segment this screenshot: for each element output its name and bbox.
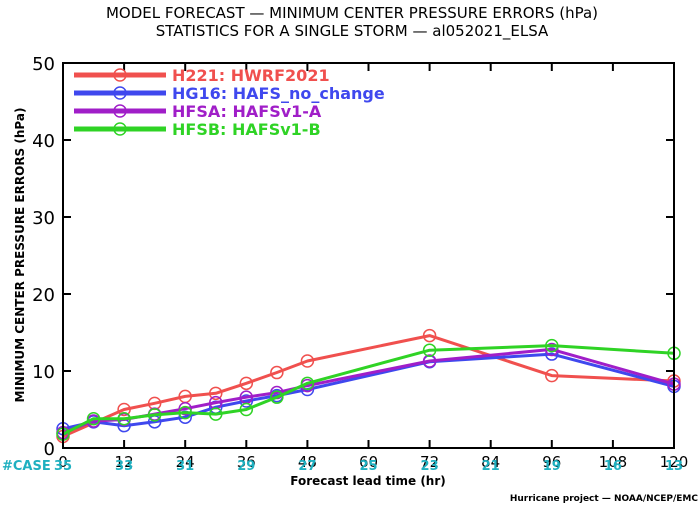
- footer-credit: Hurricane project — NOAA/NCEP/EMC: [510, 494, 699, 504]
- series-point-3: [239, 402, 254, 417]
- case-count: 35: [54, 459, 72, 474]
- y-tick-label: 40: [32, 131, 55, 152]
- series-point-3: [545, 338, 559, 353]
- x-tick-label: 12: [115, 453, 134, 471]
- case-count: 25: [359, 459, 377, 474]
- series-point-3: [209, 407, 223, 421]
- case-count: 19: [543, 459, 561, 474]
- x-tick-label: 120: [660, 453, 689, 471]
- legend-label: HG16: HAFS_no_change: [172, 84, 385, 103]
- series-point-1: [239, 394, 254, 408]
- chart-title-line2: STATISTICS FOR A SINGLE STORM — al052021…: [156, 22, 549, 41]
- x-tick-label: 108: [599, 453, 628, 471]
- series-point-0: [300, 354, 315, 368]
- x-tick-label: 60: [359, 453, 378, 471]
- series-point-0: [117, 402, 131, 417]
- x-tick-label: 36: [237, 453, 256, 471]
- y-tick-label: 10: [32, 362, 55, 383]
- series-point-2: [178, 401, 192, 416]
- case-count: 33: [115, 459, 133, 474]
- series-point-3: [117, 411, 131, 426]
- y-axis-label: MINIMUM CENTER PRESSURE ERRORS (hPa): [13, 108, 27, 403]
- series-point-2: [422, 354, 437, 368]
- y-tick-label: 20: [32, 285, 55, 306]
- y-tick-label: 0: [44, 439, 55, 460]
- x-tick-label: 96: [542, 453, 561, 471]
- chart-title-line1: MODEL FORECAST — MINIMUM CENTER PRESSURE…: [106, 4, 598, 22]
- legend-swatch-marker: [113, 122, 127, 136]
- case-count: 31: [176, 459, 194, 474]
- series-point-0: [239, 376, 254, 391]
- x-tick-label: 84: [481, 453, 500, 471]
- x-tick-label: 72: [420, 453, 439, 471]
- series-point-3: [86, 411, 101, 426]
- legend-label: HFSB: HAFSv1-B: [172, 120, 321, 139]
- plot-frame: [62, 62, 675, 449]
- case-count: 29: [237, 459, 255, 474]
- legend-swatch-marker: [113, 68, 127, 82]
- x-tick-label: 0: [58, 453, 68, 471]
- legend-swatch-marker: [113, 104, 127, 118]
- series-line-3: [62, 344, 675, 436]
- series-point-3: [300, 376, 315, 391]
- case-count: 21: [482, 459, 500, 474]
- series-point-3: [422, 343, 437, 357]
- case-count: 23: [421, 459, 439, 474]
- series-point-3: [178, 405, 192, 420]
- legend-swatch-marker: [113, 86, 127, 100]
- legend-label: HFSA: HAFSv1-A: [172, 102, 322, 121]
- case-count: 27: [298, 459, 316, 474]
- x-axis-label: Forecast lead time (hr): [290, 474, 446, 488]
- series-point-0: [545, 368, 559, 383]
- series-point-0: [422, 328, 437, 343]
- plot-area: 0 10 20 30 40 50 0 12 24 36 48 60 72 84 96 108 120 35 33 31…: [32, 54, 688, 474]
- series-point-3: [270, 390, 284, 404]
- y-tick-label: 50: [32, 54, 55, 75]
- legend-label: H221: HWRF2021: [172, 66, 330, 85]
- y-tick-label: 30: [32, 208, 55, 229]
- series-point-2: [545, 342, 559, 357]
- x-tick-label: 48: [298, 453, 317, 471]
- series-point-0: [209, 386, 223, 401]
- x-tick-label: 24: [176, 453, 195, 471]
- series-point-3: [147, 408, 162, 422]
- series-point-0: [270, 365, 284, 380]
- case-count: 16: [604, 459, 622, 474]
- case-count: 13: [665, 459, 683, 474]
- case-label: #CASE: [2, 459, 51, 474]
